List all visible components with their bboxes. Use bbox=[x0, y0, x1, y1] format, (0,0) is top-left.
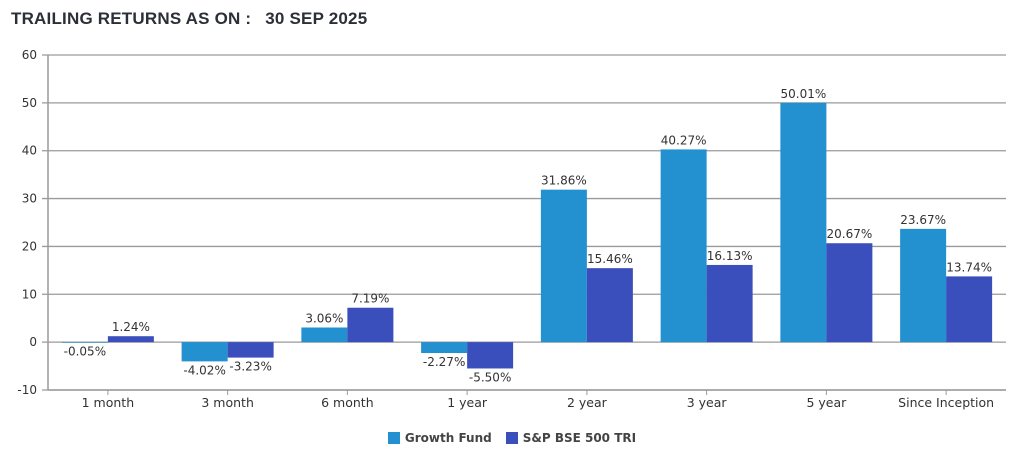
bar-growth-fund[interactable] bbox=[900, 228, 947, 343]
data-label: -4.02% bbox=[183, 363, 225, 377]
x-tick-label: 3 month bbox=[201, 395, 254, 410]
legend-item-growth-fund[interactable]: Growth Fund bbox=[387, 431, 492, 445]
data-label: 40.27% bbox=[661, 133, 707, 147]
data-label: -5.50% bbox=[469, 370, 511, 384]
y-axis: 60 50 40 30 20 10 0 -10 bbox=[17, 48, 49, 397]
bar-benchmark[interactable] bbox=[107, 336, 154, 343]
y-tick-label: 60 bbox=[22, 48, 37, 62]
bars bbox=[61, 102, 993, 369]
legend-item-benchmark[interactable]: S&P BSE 500 TRI bbox=[505, 431, 637, 445]
legend-label-benchmark: S&P BSE 500 TRI bbox=[522, 431, 637, 445]
bar-benchmark[interactable] bbox=[467, 342, 514, 369]
data-label: 13.74% bbox=[946, 260, 992, 274]
bar-growth-fund[interactable] bbox=[181, 342, 228, 362]
bar-benchmark[interactable] bbox=[227, 342, 274, 358]
bar-growth-fund[interactable] bbox=[61, 342, 108, 343]
y-tick-label: 30 bbox=[22, 192, 37, 206]
bar-benchmark[interactable] bbox=[586, 268, 633, 343]
data-label: 3.06% bbox=[305, 311, 343, 325]
x-tick-label: 5 year bbox=[806, 395, 847, 410]
bar-growth-fund[interactable] bbox=[421, 342, 468, 354]
x-tick-label: 2 year bbox=[567, 395, 608, 410]
data-label: 16.13% bbox=[707, 249, 753, 263]
data-label: 20.67% bbox=[826, 227, 872, 241]
y-tick-label: 40 bbox=[22, 144, 37, 158]
data-label: 15.46% bbox=[587, 252, 633, 266]
bar-benchmark[interactable] bbox=[347, 307, 394, 343]
legend-swatch-benchmark bbox=[505, 432, 518, 444]
bar-benchmark[interactable] bbox=[826, 243, 873, 343]
chart-title: TRAILING RETURNS AS ON : 30 SEP 2025 bbox=[11, 9, 367, 29]
bar-growth-fund[interactable] bbox=[540, 189, 587, 343]
data-label: 1.24% bbox=[112, 320, 150, 334]
y-tick-label: 10 bbox=[22, 287, 37, 301]
legend-label-growth-fund: Growth Fund bbox=[404, 431, 492, 445]
y-tick-label: 0 bbox=[29, 335, 37, 349]
data-label: -0.05% bbox=[64, 344, 106, 358]
title-date: 30 SEP 2025 bbox=[265, 9, 368, 28]
data-label: 23.67% bbox=[900, 213, 946, 227]
data-label: 7.19% bbox=[351, 292, 389, 306]
x-axis: 1 month 3 month 6 month 1 year 2 year 3 year 5… bbox=[48, 389, 1006, 410]
data-label: 50.01% bbox=[780, 87, 826, 101]
data-label: 31.86% bbox=[541, 174, 587, 188]
x-tick-label: 3 year bbox=[687, 395, 728, 410]
data-label: -3.23% bbox=[229, 360, 271, 374]
y-tick-label: 20 bbox=[22, 239, 37, 253]
y-tick-label: -10 bbox=[17, 383, 37, 397]
data-label: -2.27% bbox=[423, 355, 465, 369]
bar-growth-fund[interactable] bbox=[301, 327, 348, 343]
x-tick-label: 1 month bbox=[82, 395, 135, 410]
bar-benchmark[interactable] bbox=[946, 276, 993, 343]
title-label: TRAILING RETURNS AS ON : bbox=[11, 9, 252, 28]
legend-swatch-growth-fund bbox=[387, 432, 400, 444]
x-tick-label: 1 year bbox=[447, 395, 488, 410]
bar-growth-fund[interactable] bbox=[780, 102, 827, 343]
x-tick-label: Since Inception bbox=[898, 395, 994, 410]
x-tick-label: 6 month bbox=[321, 395, 374, 410]
data-labels: -0.05% 1.24% -4.02% -3.23% 3.06% 7.19% -2.27%-… bbox=[64, 87, 992, 385]
y-tick-label: 50 bbox=[22, 96, 37, 110]
bar-benchmark[interactable] bbox=[706, 264, 753, 343]
legend: Growth Fund S&P BSE 500 TRI bbox=[0, 431, 1024, 445]
bar-growth-fund[interactable] bbox=[660, 149, 707, 343]
